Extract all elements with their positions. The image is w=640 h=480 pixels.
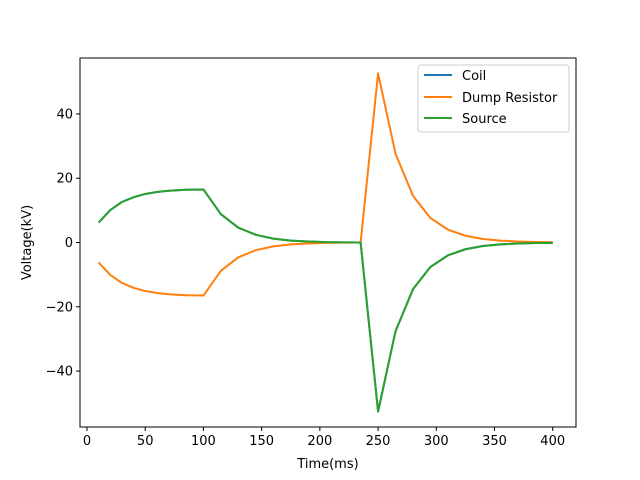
y-axis-ticks: −40 −20 0 20 40 — [46, 107, 80, 380]
x-tick-label: 150 — [249, 434, 274, 449]
series-layer — [97, 72, 553, 413]
legend-label-coil: Coil — [462, 69, 486, 84]
y-tick-label: 0 — [65, 236, 73, 251]
y-tick-label: 20 — [56, 172, 73, 187]
series-line-source — [97, 188, 553, 413]
x-tick-label: 100 — [191, 434, 216, 449]
x-tick-label: 50 — [137, 434, 154, 449]
legend-label-source: Source — [462, 112, 507, 127]
x-tick-label: 350 — [482, 434, 507, 449]
y-tick-label: −40 — [46, 365, 73, 380]
y-tick-label: 40 — [56, 107, 73, 122]
legend: Coil Dump Resistor Source — [417, 64, 570, 133]
x-tick-label: 300 — [424, 434, 449, 449]
y-axis-label: Voltage(kV) — [20, 205, 35, 280]
series-line-dump-resistor — [97, 72, 553, 297]
x-tick-label: 0 — [83, 434, 91, 449]
legend-label-dump-resistor: Dump Resistor — [462, 91, 558, 106]
x-axis-label: Time(ms) — [296, 457, 358, 472]
x-tick-label: 400 — [540, 434, 565, 449]
x-axis-ticks: 0 50 100 150 200 250 300 350 400 — [83, 427, 565, 449]
x-tick-label: 250 — [366, 434, 391, 449]
x-tick-label: 200 — [307, 434, 332, 449]
legend-box — [417, 64, 570, 133]
y-tick-label: −20 — [46, 300, 73, 315]
